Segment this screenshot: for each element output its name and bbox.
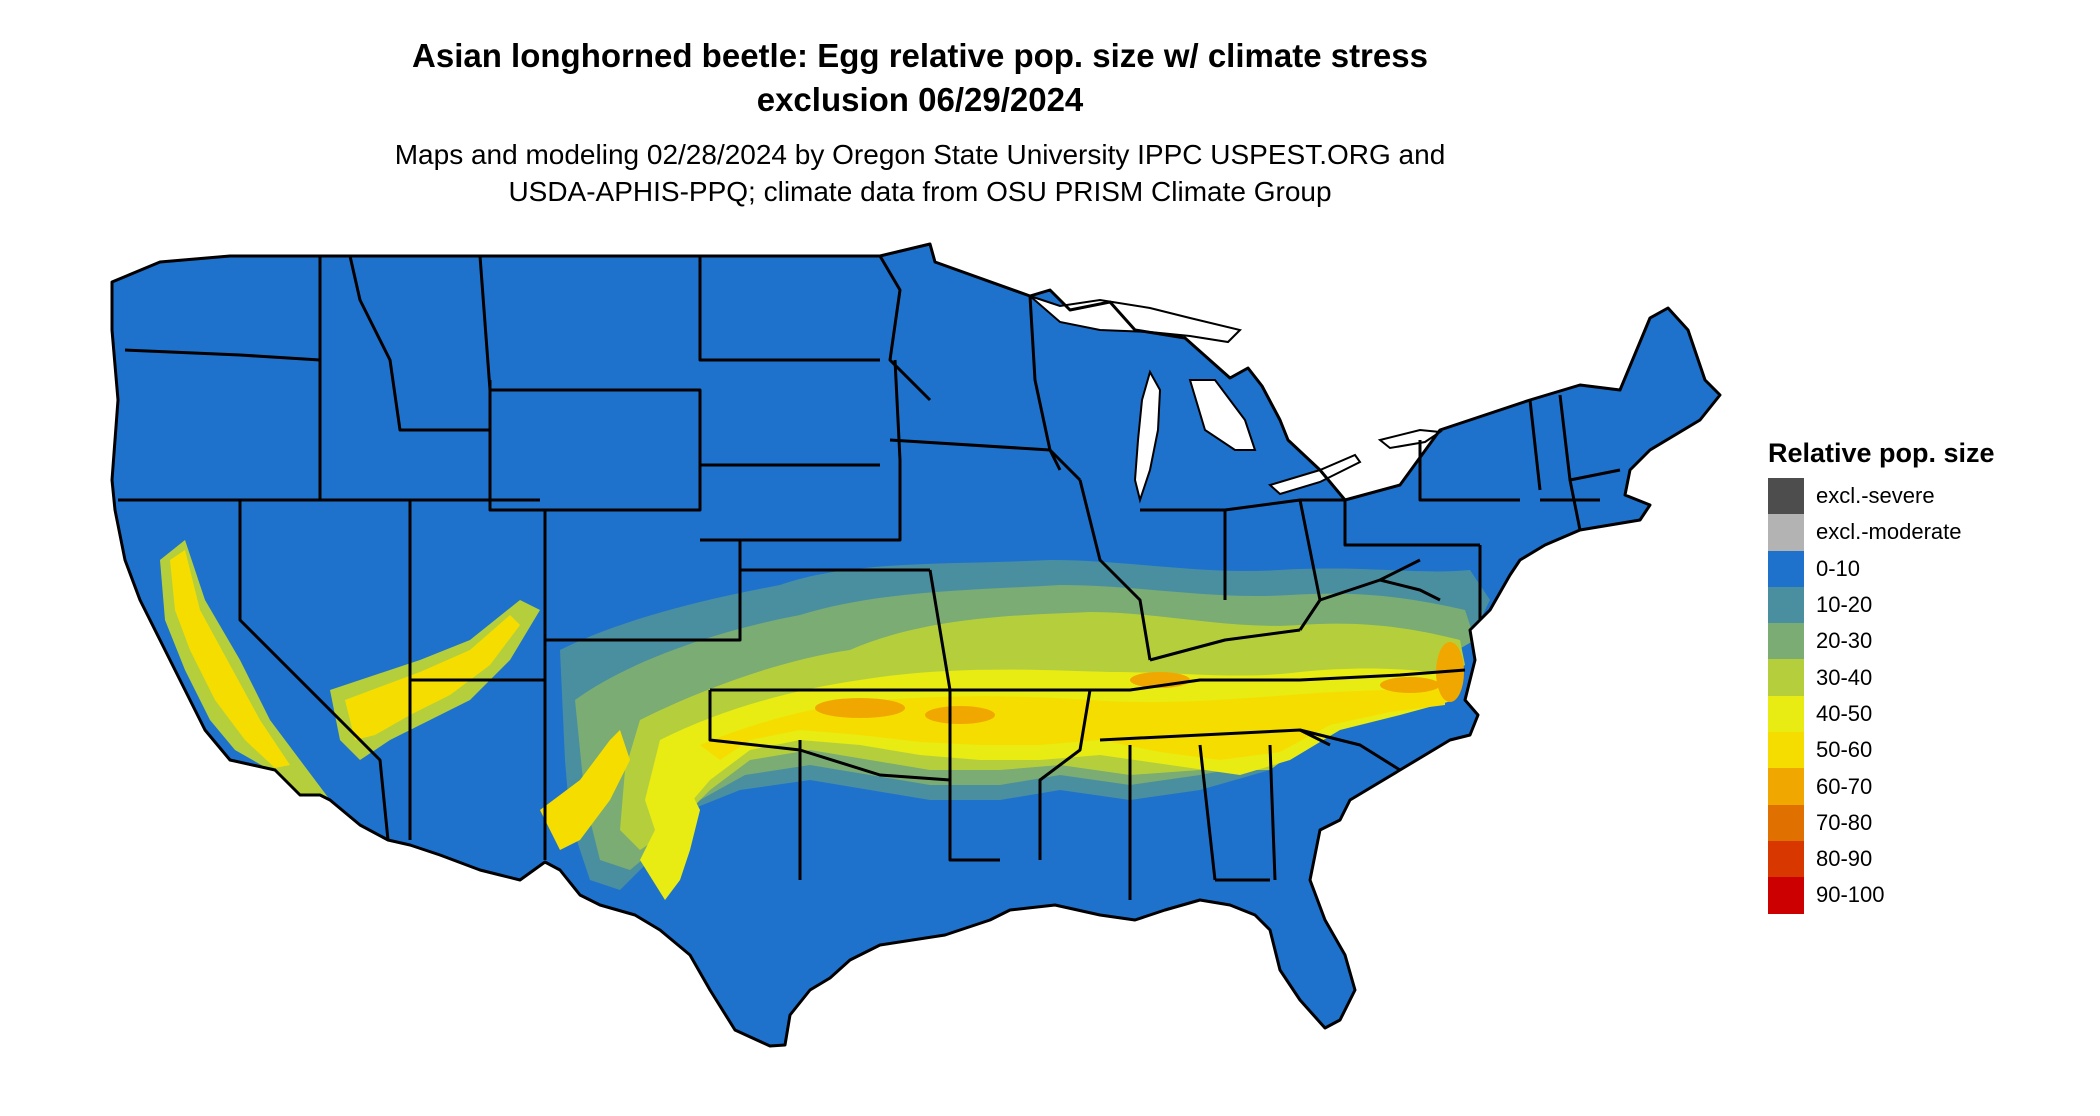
legend-label: 90-100 (1816, 882, 1885, 908)
class-texas-40-50-area (640, 790, 700, 900)
legend-label: 50-60 (1816, 737, 1873, 763)
legend-label: 0-10 (1816, 555, 1861, 581)
lake-ontario (1377, 428, 1443, 450)
legend-label: 20-30 (1816, 628, 1873, 654)
class-west-30-40-area (160, 540, 330, 800)
legend-label: 30-40 (1816, 664, 1873, 690)
legend-item: excl.-severe (1768, 478, 1995, 515)
legend-swatch (1768, 804, 1804, 841)
map-title: Asian longhorned beetle: Egg relative po… (0, 34, 1840, 122)
class-0-10-area (112, 244, 1720, 1046)
legend-swatch (1768, 586, 1804, 624)
legend-item: 0-10 (1768, 550, 1995, 587)
legend-swatch (1768, 732, 1804, 769)
map-title-line-1: Asian longhorned beetle: Egg relative po… (412, 37, 1428, 74)
map-title-line-2: exclusion 06/29/2024 (756, 81, 1084, 118)
legend-swatch (1768, 550, 1804, 587)
legend: Relative pop. size excl.-severe excl.-mod… (1768, 436, 1995, 914)
class-west-50-60-area (170, 550, 290, 768)
legend-item: 10-20 (1768, 586, 1995, 624)
legend-item: 90-100 (1768, 877, 1995, 914)
legend-label: excl.-moderate (1816, 519, 1962, 545)
legend-label: 80-90 (1816, 846, 1873, 872)
legend-label: 40-50 (1816, 700, 1873, 726)
lake-michigan (1133, 369, 1162, 504)
legend-swatch (1768, 840, 1804, 878)
legend-item: 30-40 (1768, 659, 1995, 696)
legend-item: 20-30 (1768, 623, 1995, 660)
map-subtitle-line-2: USDA-APHIS-PPQ; climate data from OSU PR… (508, 176, 1332, 207)
map-subtitle: Maps and modeling 02/28/2024 by Oregon S… (0, 136, 1840, 210)
legend-swatch (1768, 623, 1804, 660)
class-60-70-areas (815, 642, 1464, 724)
us-map (110, 242, 1722, 1048)
legend-swatch (1768, 478, 1804, 515)
legend-swatch (1768, 514, 1804, 551)
legend-swatch (1768, 659, 1804, 696)
map-subtitle-line-1: Maps and modeling 02/28/2024 by Oregon S… (394, 139, 1446, 170)
legend-swatch (1768, 877, 1804, 914)
state-borders (110, 242, 1722, 1048)
legend-swatch (1768, 695, 1804, 733)
lake-huron (1188, 379, 1257, 451)
map-land (112, 244, 1720, 1046)
legend-item: 80-90 (1768, 840, 1995, 878)
legend-item: 70-80 (1768, 804, 1995, 841)
legend-item: 50-60 (1768, 732, 1995, 769)
legend-item: excl.-moderate (1768, 514, 1995, 551)
legend-label: 60-70 (1816, 773, 1873, 799)
class-arizona-50-60-area (540, 730, 630, 850)
legend-items: excl.-severe excl.-moderate 0-10 10-20 20-30… (1768, 478, 1995, 914)
us-map-svg (110, 242, 1722, 1048)
legend-swatch (1768, 768, 1804, 805)
class-southwest-50-60-area (345, 615, 520, 740)
legend-label: 10-20 (1816, 592, 1873, 618)
legend-label: 70-80 (1816, 809, 1873, 835)
legend-item: 40-50 (1768, 695, 1995, 733)
legend-item: 60-70 (1768, 768, 1995, 805)
legend-label: excl.-severe (1816, 483, 1935, 509)
legend-title: Relative pop. size (1768, 438, 1995, 468)
